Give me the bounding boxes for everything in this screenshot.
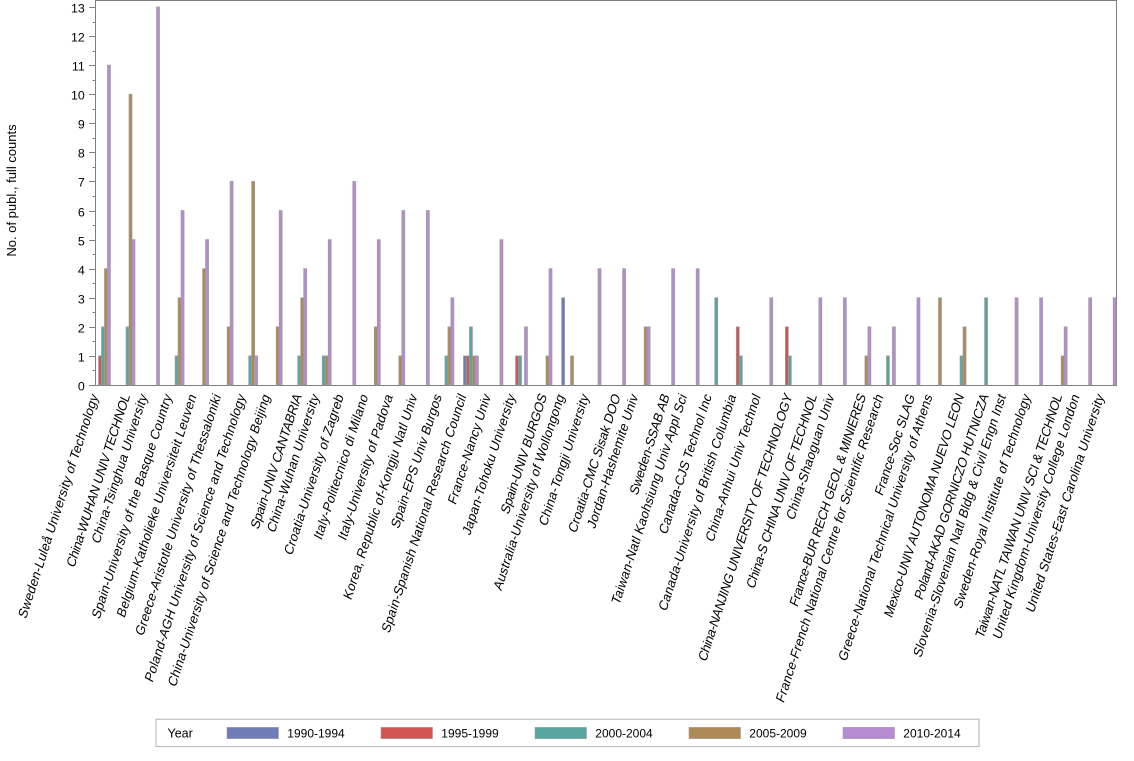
svg-text:1995-1999: 1995-1999 (441, 726, 499, 740)
svg-text:No. of publ., full counts: No. of publ., full counts (4, 124, 19, 257)
svg-text:12: 12 (71, 31, 85, 45)
svg-text:13: 13 (71, 2, 85, 16)
svg-text:5: 5 (78, 235, 85, 249)
svg-text:2005-2009: 2005-2009 (749, 726, 807, 740)
svg-text:10: 10 (71, 89, 85, 103)
svg-text:6: 6 (78, 206, 85, 220)
svg-text:7: 7 (78, 176, 85, 190)
svg-text:2: 2 (78, 322, 85, 336)
svg-text:9: 9 (78, 118, 85, 132)
svg-text:2010-2014: 2010-2014 (903, 726, 961, 740)
svg-text:1: 1 (78, 351, 85, 365)
svg-text:1990-1994: 1990-1994 (287, 726, 345, 740)
svg-text:11: 11 (72, 60, 85, 74)
svg-text:0: 0 (78, 380, 85, 394)
svg-text:8: 8 (78, 147, 85, 161)
svg-text:3: 3 (78, 293, 85, 307)
svg-text:4: 4 (78, 264, 85, 278)
svg-text:2000-2004: 2000-2004 (595, 726, 653, 740)
svg-text:Year: Year (168, 726, 193, 740)
